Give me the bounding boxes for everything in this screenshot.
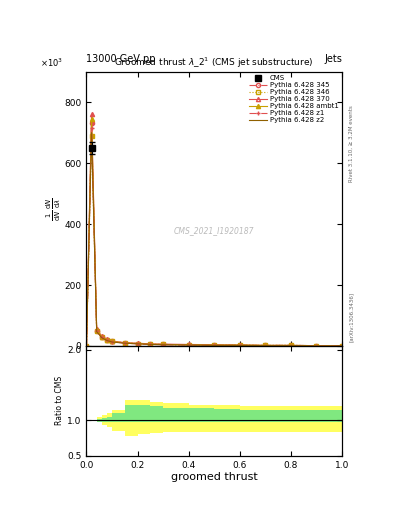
Text: $\times10^3$: $\times10^3$ xyxy=(40,56,64,69)
Title: Groomed thrust $\lambda\_2^1$ (CMS jet substructure): Groomed thrust $\lambda\_2^1$ (CMS jet s… xyxy=(114,56,314,70)
Text: [arXiv:1306.3436]: [arXiv:1306.3436] xyxy=(349,292,354,343)
Y-axis label: $\frac{1}{\mathrm{d}N}\,\frac{\mathrm{d}N}{\mathrm{d}\lambda}$: $\frac{1}{\mathrm{d}N}\,\frac{\mathrm{d}… xyxy=(45,197,63,221)
Text: 13000 GeV pp: 13000 GeV pp xyxy=(86,54,156,64)
Y-axis label: Ratio to CMS: Ratio to CMS xyxy=(55,376,64,425)
Legend: CMS, Pythia 6.428 345, Pythia 6.428 346, Pythia 6.428 370, Pythia 6.428 ambt1, P: CMS, Pythia 6.428 345, Pythia 6.428 346,… xyxy=(248,74,340,125)
Text: CMS_2021_I1920187: CMS_2021_I1920187 xyxy=(174,226,254,236)
Text: Rivet 3.1.10, ≥ 3.2M events: Rivet 3.1.10, ≥ 3.2M events xyxy=(349,105,354,182)
Text: Jets: Jets xyxy=(324,54,342,64)
X-axis label: groomed thrust: groomed thrust xyxy=(171,472,257,482)
